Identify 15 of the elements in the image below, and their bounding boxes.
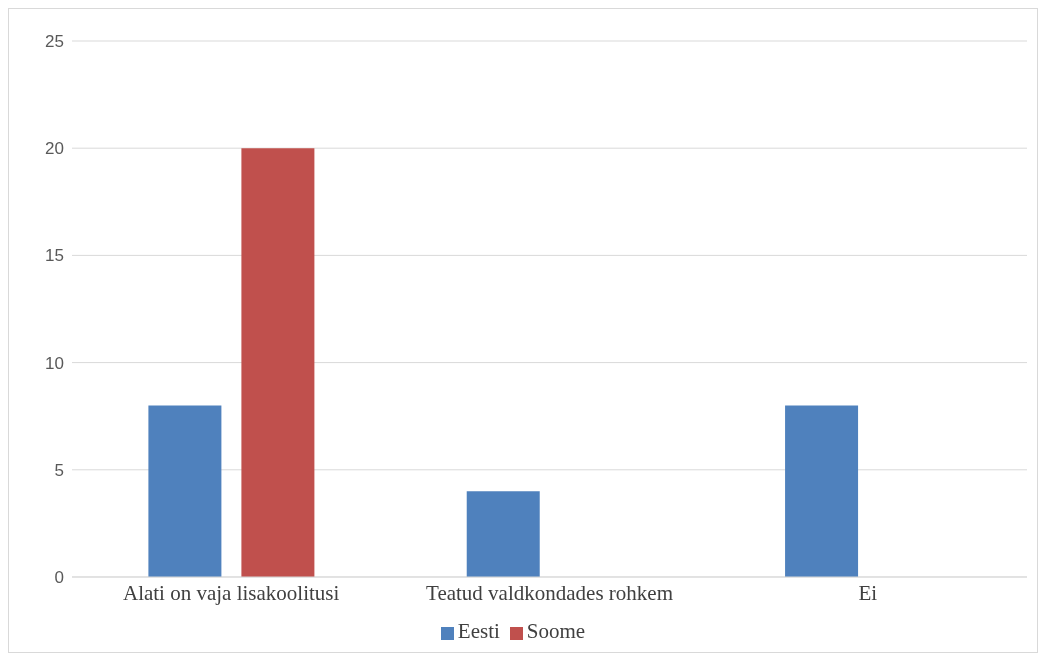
legend-label: Soome	[526, 619, 586, 643]
y-tick-label: 0	[54, 568, 64, 588]
x-tick-label: Ei	[858, 580, 878, 605]
y-tick-label: 20	[45, 139, 64, 159]
y-tick-label: 15	[45, 246, 64, 266]
bar	[241, 148, 315, 577]
legend-label: Eesti	[457, 619, 500, 643]
bar	[148, 405, 222, 577]
y-tick-label: 5	[54, 460, 64, 480]
bar	[785, 405, 859, 577]
bar	[466, 491, 540, 577]
x-tick-label: Teatud valdkondades rohkem	[426, 580, 673, 605]
y-tick-label: 25	[45, 32, 64, 52]
y-tick-label: 10	[45, 353, 64, 373]
x-tick-label: Alati on vaja lisakoolitusi	[122, 580, 340, 605]
